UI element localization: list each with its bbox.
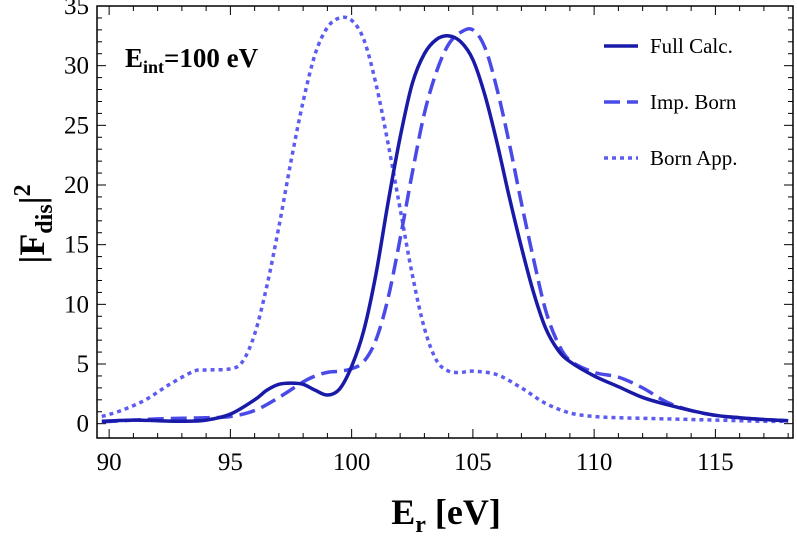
axis-ticks: [97, 5, 793, 438]
y-tick-label: 25: [64, 112, 89, 139]
x-tick-label: 110: [576, 449, 613, 476]
series-line-imp-born: [101, 27, 789, 424]
y-axis-title: |Fdis|2: [10, 184, 58, 263]
x-tick-label: 115: [697, 449, 734, 476]
x-tick-label: 90: [97, 449, 122, 476]
energy-annotation: Eint=100 eV: [125, 43, 259, 77]
legend-label: Imp. Born: [650, 90, 737, 114]
plot-frame: [96, 5, 794, 439]
x-axis-title: Er [eV]: [391, 492, 501, 536]
y-tick-label: 5: [77, 351, 90, 378]
y-tick-label: 20: [64, 172, 89, 199]
series-lines: [101, 15, 789, 424]
y-tick-label: 10: [64, 291, 89, 318]
x-tick-label: 95: [218, 449, 243, 476]
legend: Full Calc. Imp. Born Born App.: [604, 34, 738, 170]
x-tick-label: 100: [333, 449, 371, 476]
series-line-full-calc: [101, 34, 789, 424]
y-tick-label: 35: [64, 0, 89, 20]
legend-label: Full Calc.: [650, 34, 733, 58]
legend-label: Born App.: [650, 146, 738, 170]
x-tick-label: 105: [454, 449, 492, 476]
y-tick-label: 15: [64, 232, 89, 259]
series-line-born-app: [101, 15, 789, 424]
y-tick-label: 0: [77, 411, 90, 438]
y-tick-label: 30: [64, 53, 89, 80]
axis-tick-labels: 90 95 100 105 110 115 0 5 10 15 20 25 30 35: [64, 0, 734, 476]
